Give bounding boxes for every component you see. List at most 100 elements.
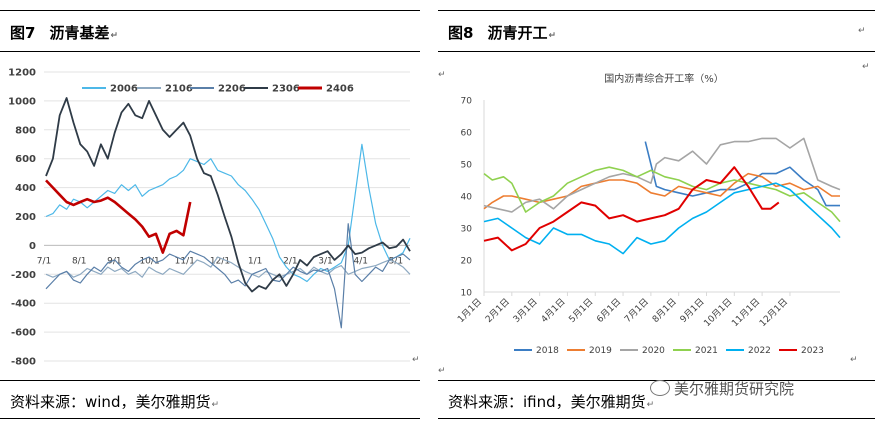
paragraph-mark: ↵ [548,31,556,41]
paragraph-mark: ↵ [438,70,446,80]
watermark: 美尔雅期货研究院 [650,378,794,399]
paragraph-mark: ↵ [211,400,220,410]
y-tick-label: 50 [461,161,473,171]
legend-label-2006: 2006 [110,84,138,95]
y-tick-label: -600 [11,328,36,339]
legend-label-2021: 2021 [695,346,718,356]
y-tick-label: 600 [15,154,36,165]
source-text: 资料来源：ifind，美尔雅期货 [448,393,646,411]
paragraph-mark: ↵ [412,355,420,365]
series-line-2021 [483,166,841,223]
x-tick-label: 8月1日 [650,296,679,325]
x-tick-label: 4月1日 [539,296,568,325]
figure-caption: 沥青开工 [487,24,548,42]
legend-label-2206: 2206 [218,84,246,95]
x-tick-label: 10/1 [139,256,159,266]
series-lines [483,137,841,255]
bottom-rule [438,418,875,419]
y-tick-label: 40 [461,193,473,203]
x-tick-label: 3/1 [318,256,332,266]
paragraph-mark: ↵ [110,31,118,41]
top-rule [0,10,420,11]
series-line-2023 [483,166,780,252]
series-line-2106 [45,256,411,278]
source-rule [0,380,420,381]
wechat-logo-icon [650,380,670,396]
x-tick-label: 11月1日 [730,296,763,329]
x-tick-label: 1/1 [248,256,262,266]
figure-8-source: 资料来源：ifind，美尔雅期货↵ [448,391,654,412]
y-tick-label: 1200 [8,68,36,79]
legend-label-2020: 2020 [642,346,665,356]
y-tick-label: 20 [461,257,473,267]
paragraph-mark: ↵ [858,26,866,36]
left-figure-panel: 图7 沥青基差↵ 1200 1000 800 600 400 200 0 -200 -400 -60… [0,0,420,425]
basis-line-chart: 1200 1000 800 600 400 200 0 -200 -400 -600 -800 7/1… [8,68,411,368]
y-tick-label: -800 [11,357,36,368]
paragraph-mark: ↵ [862,62,870,72]
x-tick-label: 2月1日 [483,296,512,325]
legend: 2006 2106 2206 2306 2406 [82,84,354,95]
x-tick-label: 4/1 [353,256,367,266]
watermark-text: 美尔雅期货研究院 [674,380,795,398]
x-tick-label: 12月1日 [757,296,790,329]
paragraph-mark: ↵ [850,355,858,365]
x-tick-label: 11/1 [175,256,195,266]
series-line-2020 [483,137,841,213]
x-tick-label: 9月1日 [678,296,707,325]
figure-7-source: 资料来源：wind，美尔雅期货↵ [10,391,219,412]
top-rule [438,10,875,11]
figure-number: 图8 [448,24,474,42]
series-line-2006 [45,143,411,283]
y-tick-label: 400 [15,183,36,194]
y-tick-label: 10 [461,289,473,299]
y-tick-label: 70 [461,97,473,107]
paragraph-mark: ↵ [646,400,655,410]
legend-label-2106: 2106 [165,84,193,95]
x-tick-label: 5月1日 [567,296,596,325]
legend-label-2019: 2019 [589,346,612,356]
x-tick-label: 9/1 [107,256,121,266]
y-tick-label: 800 [15,125,36,136]
figure-caption: 沥青基差 [49,24,110,42]
right-figure-panel: 图8 沥青开工↵ ↵ ↵ ↵ 国内沥青综合开工率（%） 70 60 50 40 30 20 10… [438,0,875,425]
legend: 2018 2019 2020 2021 2022 2023 [514,346,824,356]
series-line-2406 [45,179,192,254]
paragraph-mark: ↵ [438,366,446,376]
y-tick-label: 0 [29,241,36,252]
legend-label-2406: 2406 [326,84,354,95]
series-line-2018 [644,141,840,207]
figure-8-title: 图8 沥青开工↵ [448,22,556,43]
x-tick-label: 10月1日 [702,296,735,329]
legend-label-2023: 2023 [801,346,824,356]
x-tick-label: 2/1 [283,256,297,266]
x-tick-label: 12/1 [210,256,230,266]
y-tick-label: 200 [15,212,36,223]
series-line-2022 [483,182,841,255]
x-tick-label: 6月1日 [595,296,624,325]
y-tick-label: -400 [11,299,36,310]
x-tick-label: 3月1日 [511,296,540,325]
bottom-rule [0,418,420,419]
series-line-2306 [45,97,411,293]
figure-7-title: 图7 沥青基差↵ [10,22,118,43]
x-tick-label: 5/1 [389,256,403,266]
y-tick-label: 30 [461,225,473,235]
legend-label-2018: 2018 [536,346,559,356]
chart-title: 国内沥青综合开工率（%） [604,72,724,85]
y-tick-label: -200 [11,270,36,281]
x-tick-label: 7/1 [37,256,51,266]
gridlines [44,71,410,362]
y-tick-label: 60 [461,129,473,139]
figure-number: 图7 [10,24,36,42]
series-lines [45,97,411,329]
source-text: 资料来源：wind，美尔雅期货 [10,393,211,411]
legend-label-2306: 2306 [272,84,300,95]
title-rule [438,51,875,52]
title-rule [0,51,420,52]
x-tick-label: 7月1日 [622,296,651,325]
x-tick-label: 8/1 [72,256,86,266]
legend-label-2022: 2022 [748,346,771,356]
series-line-2206 [45,223,411,329]
